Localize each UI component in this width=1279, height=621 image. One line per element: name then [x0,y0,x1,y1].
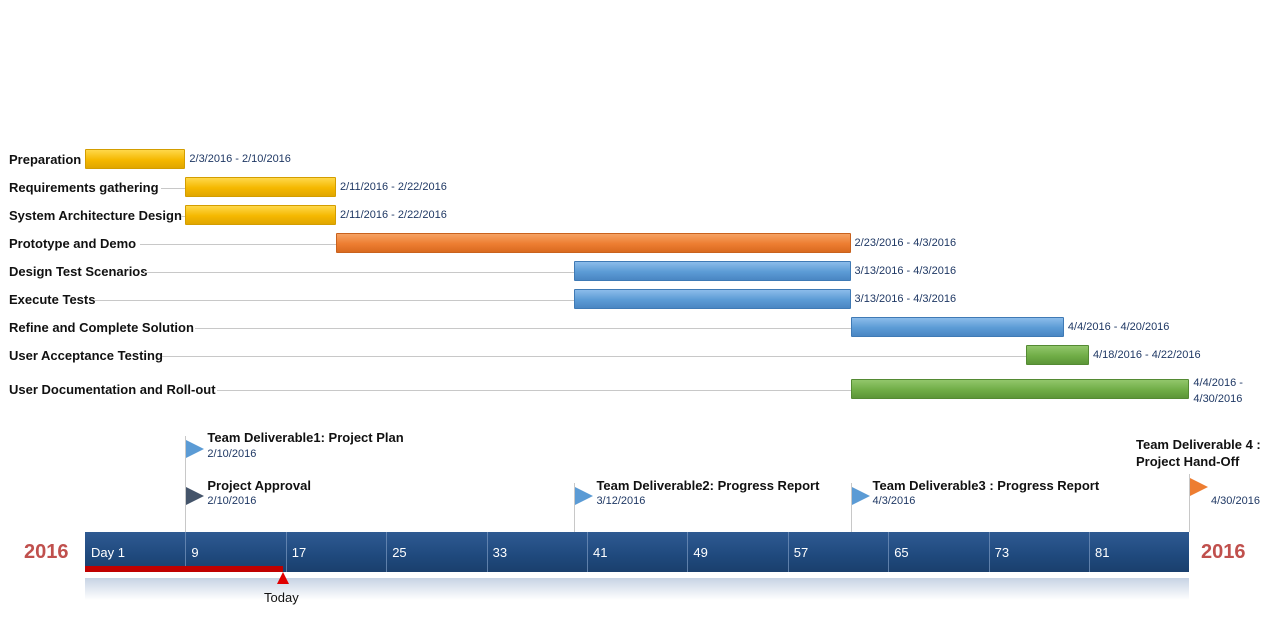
task-bar [1026,345,1089,365]
milestone-date: 3/12/2016 [596,495,646,507]
task-leader-line [95,300,575,301]
timeline-tick-label: 73 [994,545,1010,560]
timeline-tick [787,532,789,572]
task-leader-line [162,356,1027,357]
timeline-tick [587,532,588,572]
task-bar [850,317,1064,337]
timeline-tick [1089,532,1090,572]
milestone-title: Project Approval [207,478,311,493]
timeline-tick [888,532,890,572]
task-leader-line [140,244,336,245]
task-date-range: 2/11/2016 - 2/22/2016 [340,209,447,221]
milestone-line [185,436,187,532]
timeline-tick-label: Day 1 [91,545,125,560]
task-leader-line [195,328,851,329]
task-date-range: 2/11/2016 - 2/22/2016 [340,181,447,193]
timeline-tick-label: 9 [191,545,199,560]
timeline-tick [386,532,388,572]
milestone-title: Team Deliverable 4 : Project Hand-Off [1136,437,1261,469]
task-bar [336,233,851,253]
task-date-range: 3/13/2016 - 4/3/2016 [854,265,957,277]
task-label: Design Test Scenarios [9,264,148,279]
timeline-axis [85,532,1189,572]
milestone-flag-icon [186,440,205,458]
today-label: Today [264,590,299,605]
task-leader-line [217,390,851,391]
timeline-tick [486,532,488,572]
timeline-tick-label: 81 [1095,545,1110,560]
milestone-date: 4/30/2016 [1211,495,1260,507]
today-progress-bar [85,566,283,572]
milestone-line [574,483,576,532]
milestone-title: Team Deliverable2: Progress Report [596,478,820,493]
task-label: Preparation [9,152,82,167]
milestone-date: 2/10/2016 [207,448,257,460]
timeline-tick [185,532,187,572]
milestone-flag-icon [1190,478,1208,496]
task-label: System Architecture Design [9,208,182,223]
today-marker-icon [277,572,289,584]
task-label: Execute Tests [9,292,96,307]
timeline-reflection [85,578,1189,600]
task-bar [574,261,851,281]
timeline-tick-label: 25 [392,545,407,560]
timeline-tick-label: 41 [593,545,608,560]
task-label: User Documentation and Roll-out [9,382,216,397]
milestone-title: Team Deliverable3 : Progress Report [872,478,1100,493]
year-label-right: 2016 [1201,541,1246,563]
task-date-range: 2/23/2016 - 4/3/2016 [854,237,957,249]
task-date-range: 2/3/2016 - 2/10/2016 [189,153,291,165]
milestone-date: 2/10/2016 [207,495,257,507]
task-label: Refine and Complete Solution [9,320,194,335]
task-label: User Acceptance Testing [9,348,163,363]
timeline-tick [988,532,990,572]
timeline-tick-label: 57 [793,545,809,560]
task-leader-line [181,216,186,217]
timeline-tick-label: 49 [693,545,708,560]
task-date-range: 4/4/2016 - 4/20/2016 [1067,321,1170,333]
milestone-title: Team Deliverable1: Project Plan [207,430,404,445]
task-bar [574,289,851,309]
timeline-tick [285,532,287,572]
milestone-line [1189,474,1190,532]
task-label: Requirements gathering [9,180,159,195]
timeline-tick [687,532,689,572]
milestone-flag-icon [851,487,870,505]
task-leader-line [161,188,186,189]
task-date-range: 3/13/2016 - 4/3/2016 [854,293,957,305]
year-label-left: 2016 [24,541,69,563]
timeline-tick-label: 33 [492,545,508,560]
task-label: Prototype and Demo [9,236,137,251]
milestone-flag-icon [575,487,594,505]
task-bar [850,379,1190,399]
task-bar [185,205,336,225]
milestone-line [850,483,852,532]
timeline-tick-label: 17 [291,545,307,560]
task-leader-line [144,272,575,273]
milestone-flag-icon [186,487,205,505]
task-date-range: 4/18/2016 - 4/22/2016 [1093,349,1201,361]
timeline-tick-label: 65 [894,545,909,560]
task-date-range: 4/4/2016 - 4/30/2016 [1193,377,1243,405]
milestone-date: 4/3/2016 [872,495,916,507]
task-bar [85,149,186,169]
task-bar [185,177,336,197]
